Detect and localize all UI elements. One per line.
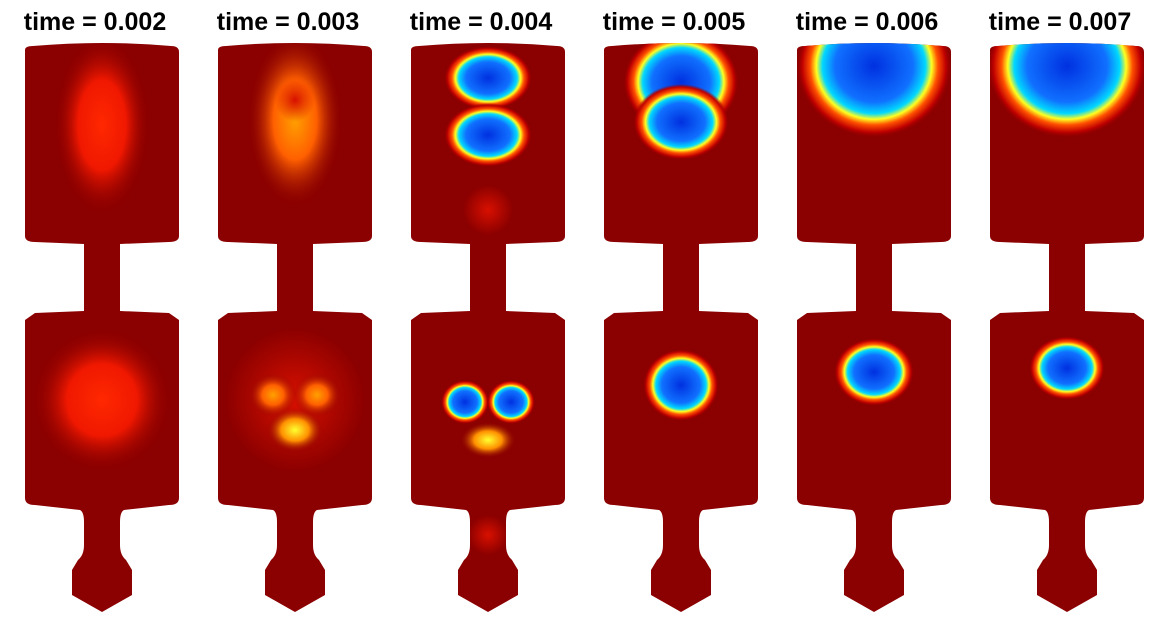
panel: time = 0.005 [603, 8, 758, 612]
blob [275, 78, 315, 122]
blob [463, 185, 513, 235]
blob [468, 515, 508, 555]
blob [293, 373, 341, 417]
blob [54, 43, 150, 215]
panel-title: time = 0.006 [796, 8, 938, 36]
panel: time = 0.006 [796, 8, 951, 612]
field [623, 43, 739, 421]
blob [990, 43, 1144, 138]
blob [643, 349, 719, 421]
panel-title: time = 0.004 [410, 8, 553, 36]
blob [834, 338, 914, 406]
domain [218, 43, 372, 612]
field [441, 46, 535, 555]
blob [249, 373, 297, 417]
domain [990, 43, 1144, 612]
panel-title: time = 0.007 [989, 8, 1131, 36]
blob [444, 46, 532, 110]
panel-title: time = 0.003 [217, 8, 359, 36]
field [225, 43, 365, 472]
panel: time = 0.007 [989, 8, 1144, 612]
blob [441, 380, 489, 424]
field [990, 43, 1144, 400]
blob [487, 380, 535, 424]
field [797, 43, 951, 406]
blob [444, 103, 532, 167]
blob [460, 422, 516, 458]
domain [411, 43, 565, 612]
panel: time = 0.003 [217, 8, 372, 612]
blob [633, 84, 729, 160]
panel-title: time = 0.005 [603, 8, 746, 36]
panel: time = 0.004 [410, 8, 565, 612]
panel-title: time = 0.002 [24, 8, 166, 36]
panel: time = 0.002 [24, 8, 179, 612]
domain [797, 43, 951, 612]
domain [604, 43, 758, 612]
blob [267, 408, 323, 452]
blob [32, 328, 172, 472]
blob [1029, 336, 1105, 400]
blob [797, 43, 951, 138]
domain [25, 43, 179, 612]
field [32, 43, 172, 472]
